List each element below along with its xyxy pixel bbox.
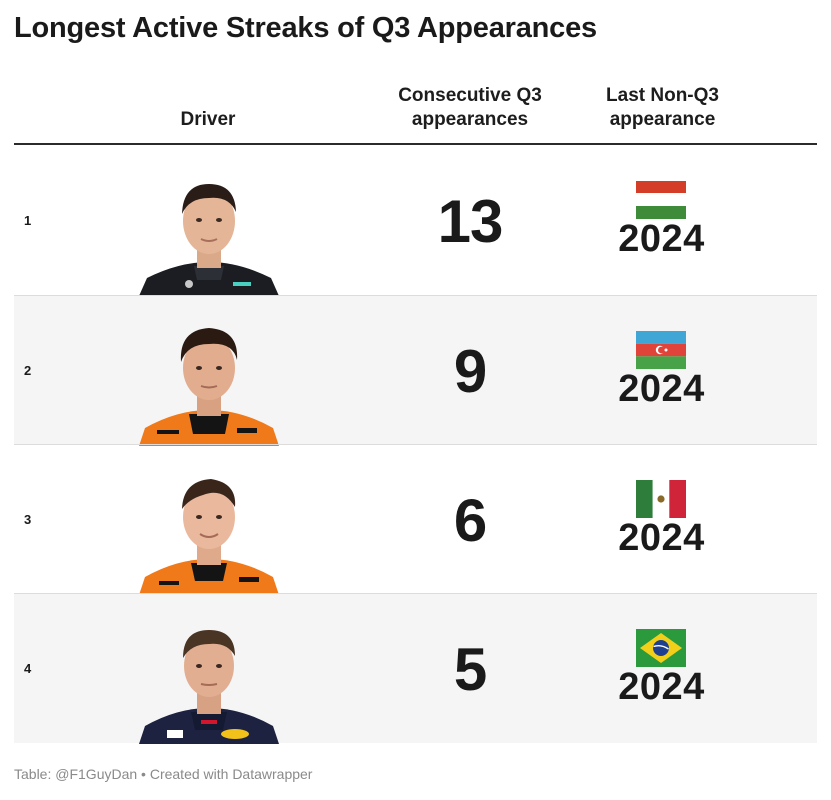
driver-photo: [139, 316, 279, 446]
table-title: Longest Active Streaks of Q3 Appearances: [14, 12, 597, 44]
table-row: 2 9 2024: [14, 295, 817, 446]
driver-photo: [139, 166, 279, 296]
mexico-flag-icon: [636, 480, 686, 518]
last-year: 2024: [618, 218, 705, 260]
table-row: 4 5 2024: [14, 593, 817, 744]
driver-photo: [139, 465, 279, 595]
header-divider: [14, 143, 817, 145]
table-row: 3 6 2024: [14, 444, 817, 595]
header-last-non-q3-line2: appearance: [609, 109, 716, 130]
last-year: 2024: [618, 517, 705, 559]
streak-value: 6: [453, 487, 487, 554]
azerbaijan-flag-icon: [636, 331, 686, 369]
rank-label: 2: [24, 363, 32, 378]
table-footer: Table: @F1GuyDan • Created with Datawrap…: [14, 766, 313, 782]
rank-label: 1: [24, 213, 32, 228]
driver-photo: [139, 614, 279, 744]
streak-value: 5: [453, 636, 487, 703]
streak-value: 13: [437, 188, 504, 255]
last-year: 2024: [618, 368, 705, 410]
header-consecutive-q3: Consecutive Q3 appearances: [370, 84, 570, 132]
header-consecutive-q3-line2: appearances: [411, 109, 529, 130]
header-consecutive-q3-line1: Consecutive Q3: [398, 85, 542, 106]
streak-value: 9: [453, 338, 487, 405]
header-last-non-q3-line1: Last Non-Q3: [606, 85, 719, 106]
rank-label: 4: [24, 661, 32, 676]
brazil-flag-icon: [636, 629, 686, 667]
hungary-flag-icon: [636, 181, 686, 219]
rank-label: 3: [24, 512, 32, 527]
header-last-non-q3: Last Non-Q3 appearance: [575, 84, 750, 132]
header-driver: Driver: [180, 109, 236, 130]
table-row: 1 13 2024: [14, 146, 817, 296]
last-year: 2024: [618, 666, 705, 708]
